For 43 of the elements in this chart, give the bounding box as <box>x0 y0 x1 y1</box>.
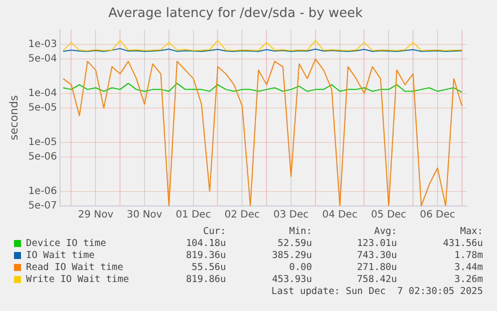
y-tick-label: 1e-04 <box>28 88 58 99</box>
text: 0.00 <box>289 262 312 273</box>
text: Avg: <box>374 226 397 237</box>
legend-label: Device IO time <box>26 238 106 249</box>
x-tick-label: 05 Dec <box>371 210 406 221</box>
text: 819.86u <box>186 274 226 285</box>
x-tick-label: 30 Nov <box>126 210 162 221</box>
y-tick-label: 1e-06 <box>28 186 58 197</box>
x-tick-label: 03 Dec <box>273 210 309 221</box>
x-tick-label: 01 Dec <box>176 210 211 221</box>
legend-label: IO Wait time <box>26 250 95 261</box>
legend-label: Read IO Wait time <box>26 262 124 273</box>
text: 55.56u <box>192 262 226 273</box>
text: 3.44m <box>454 262 483 273</box>
text: Max: <box>460 226 483 237</box>
y-tick-label: 5e-04 <box>28 54 58 65</box>
text: Min: <box>289 226 312 237</box>
x-tick-label: 04 Dec <box>322 210 358 221</box>
text: 453.93u <box>272 274 312 285</box>
text: 819.36u <box>186 250 226 261</box>
y-axis-title: seconds <box>7 95 20 140</box>
y-tick-label: 1e-05 <box>28 136 58 148</box>
y-tick-label: 1e-03 <box>28 38 58 50</box>
text: 743.30u <box>356 250 397 261</box>
text: 385.29u <box>272 250 312 261</box>
text: 52.59u <box>278 238 312 249</box>
x-tick-label: 29 Nov <box>78 210 114 221</box>
text: Cur: <box>203 226 226 237</box>
text: 3.26m <box>454 274 483 285</box>
y-tick-label: 5e-06 <box>28 152 58 163</box>
text: 431.56u <box>442 238 483 249</box>
text: 271.80u <box>356 262 397 273</box>
y-tick-label: 5e-07 <box>28 200 58 212</box>
x-tick-label: 02 Dec <box>224 210 260 221</box>
x-tick-label: 06 Dec <box>420 210 456 221</box>
text: Last update: Sun Dec 7 02:30:05 2025 <box>271 286 483 297</box>
y-tick-label: 5e-05 <box>28 102 58 114</box>
legend-label: Write IO Wait time <box>26 274 129 285</box>
text: 1.78m <box>454 250 483 261</box>
text: 104.18u <box>186 238 226 249</box>
text: 123.01u <box>356 238 397 249</box>
chart-title: Average latency for /dev/sda - by week <box>108 6 364 22</box>
text: 758.42u <box>356 274 397 285</box>
